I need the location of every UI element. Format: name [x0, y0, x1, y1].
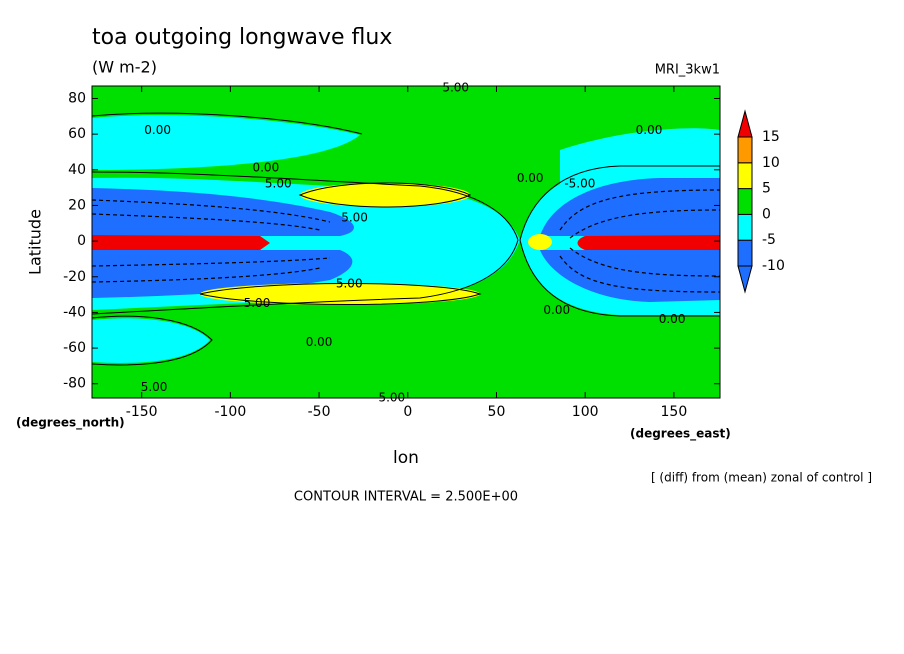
- x-units: (degrees_east): [630, 427, 731, 442]
- x-tick-label: -150: [126, 404, 158, 420]
- contour-label: 0.00: [252, 161, 279, 175]
- y-tick-label: -60: [63, 340, 86, 356]
- colorbar-label: 10: [762, 155, 780, 171]
- contour-label: 0.00: [517, 171, 544, 185]
- chart-subtitle: (W m-2): [92, 58, 157, 77]
- x-tick-label: 0: [403, 404, 412, 420]
- contour-label: 0.00: [659, 312, 686, 326]
- contour-label: 5.00: [141, 380, 168, 394]
- colorbar-box: [737, 162, 753, 190]
- colorbar-label: 15: [762, 129, 780, 145]
- x-tick-label: 100: [572, 404, 599, 420]
- y-units: (degrees_north): [16, 416, 125, 431]
- contour-label: 5.00: [265, 177, 292, 191]
- contour-label: 5.00: [244, 296, 271, 310]
- contour-label: 5.00: [442, 80, 469, 94]
- y-tick-label: 60: [68, 126, 86, 142]
- contour-label: 5.00: [341, 210, 368, 224]
- chart-title: toa outgoing longwave flux: [92, 25, 392, 50]
- y-tick-label: 40: [68, 162, 86, 178]
- y-tick-label: 0: [77, 233, 86, 249]
- x-tick-label: -50: [308, 404, 331, 420]
- colorbar-triangle: [737, 265, 753, 294]
- y-tick-label: -20: [63, 269, 86, 285]
- y-tick-label: 80: [68, 90, 86, 106]
- contour-label: 0.00: [144, 123, 171, 137]
- contour-label: 0.00: [543, 303, 570, 317]
- x-tick-label: 50: [488, 404, 506, 420]
- x-tick-label: -100: [214, 404, 246, 420]
- colorbar-box: [737, 136, 753, 164]
- y-tick-label: -40: [63, 304, 86, 320]
- contour-label: 5.00: [378, 391, 405, 405]
- note: [ (diff) from (mean) zonal of control ]: [651, 471, 872, 485]
- x-axis-label: lon: [393, 448, 419, 468]
- colorbar-triangle: [737, 109, 753, 138]
- y-tick-label: 20: [68, 197, 86, 213]
- x-tick-label: 150: [661, 404, 688, 420]
- contour-label: -5.00: [564, 177, 595, 191]
- colorbar-label: 5: [762, 181, 771, 197]
- colorbar-box: [737, 188, 753, 215]
- contour-field: [92, 86, 720, 398]
- colorbar-box: [737, 239, 753, 267]
- colorbar-box: [737, 213, 753, 241]
- y-tick-label: -80: [63, 376, 86, 392]
- y-axis-label: Latitude: [26, 209, 45, 275]
- contour-label: 0.00: [636, 123, 663, 137]
- contour-interval: CONTOUR INTERVAL = 2.500E+00: [294, 490, 518, 505]
- contour-label: 5.00: [336, 276, 363, 290]
- colorbar-label: -5: [762, 232, 776, 248]
- colorbar-label: -10: [762, 258, 785, 274]
- contour-label: 0.00: [306, 335, 333, 349]
- colorbar-label: 0: [762, 206, 771, 222]
- model-name: MRI_3kw1: [655, 63, 720, 78]
- plot-frame: [91, 85, 721, 399]
